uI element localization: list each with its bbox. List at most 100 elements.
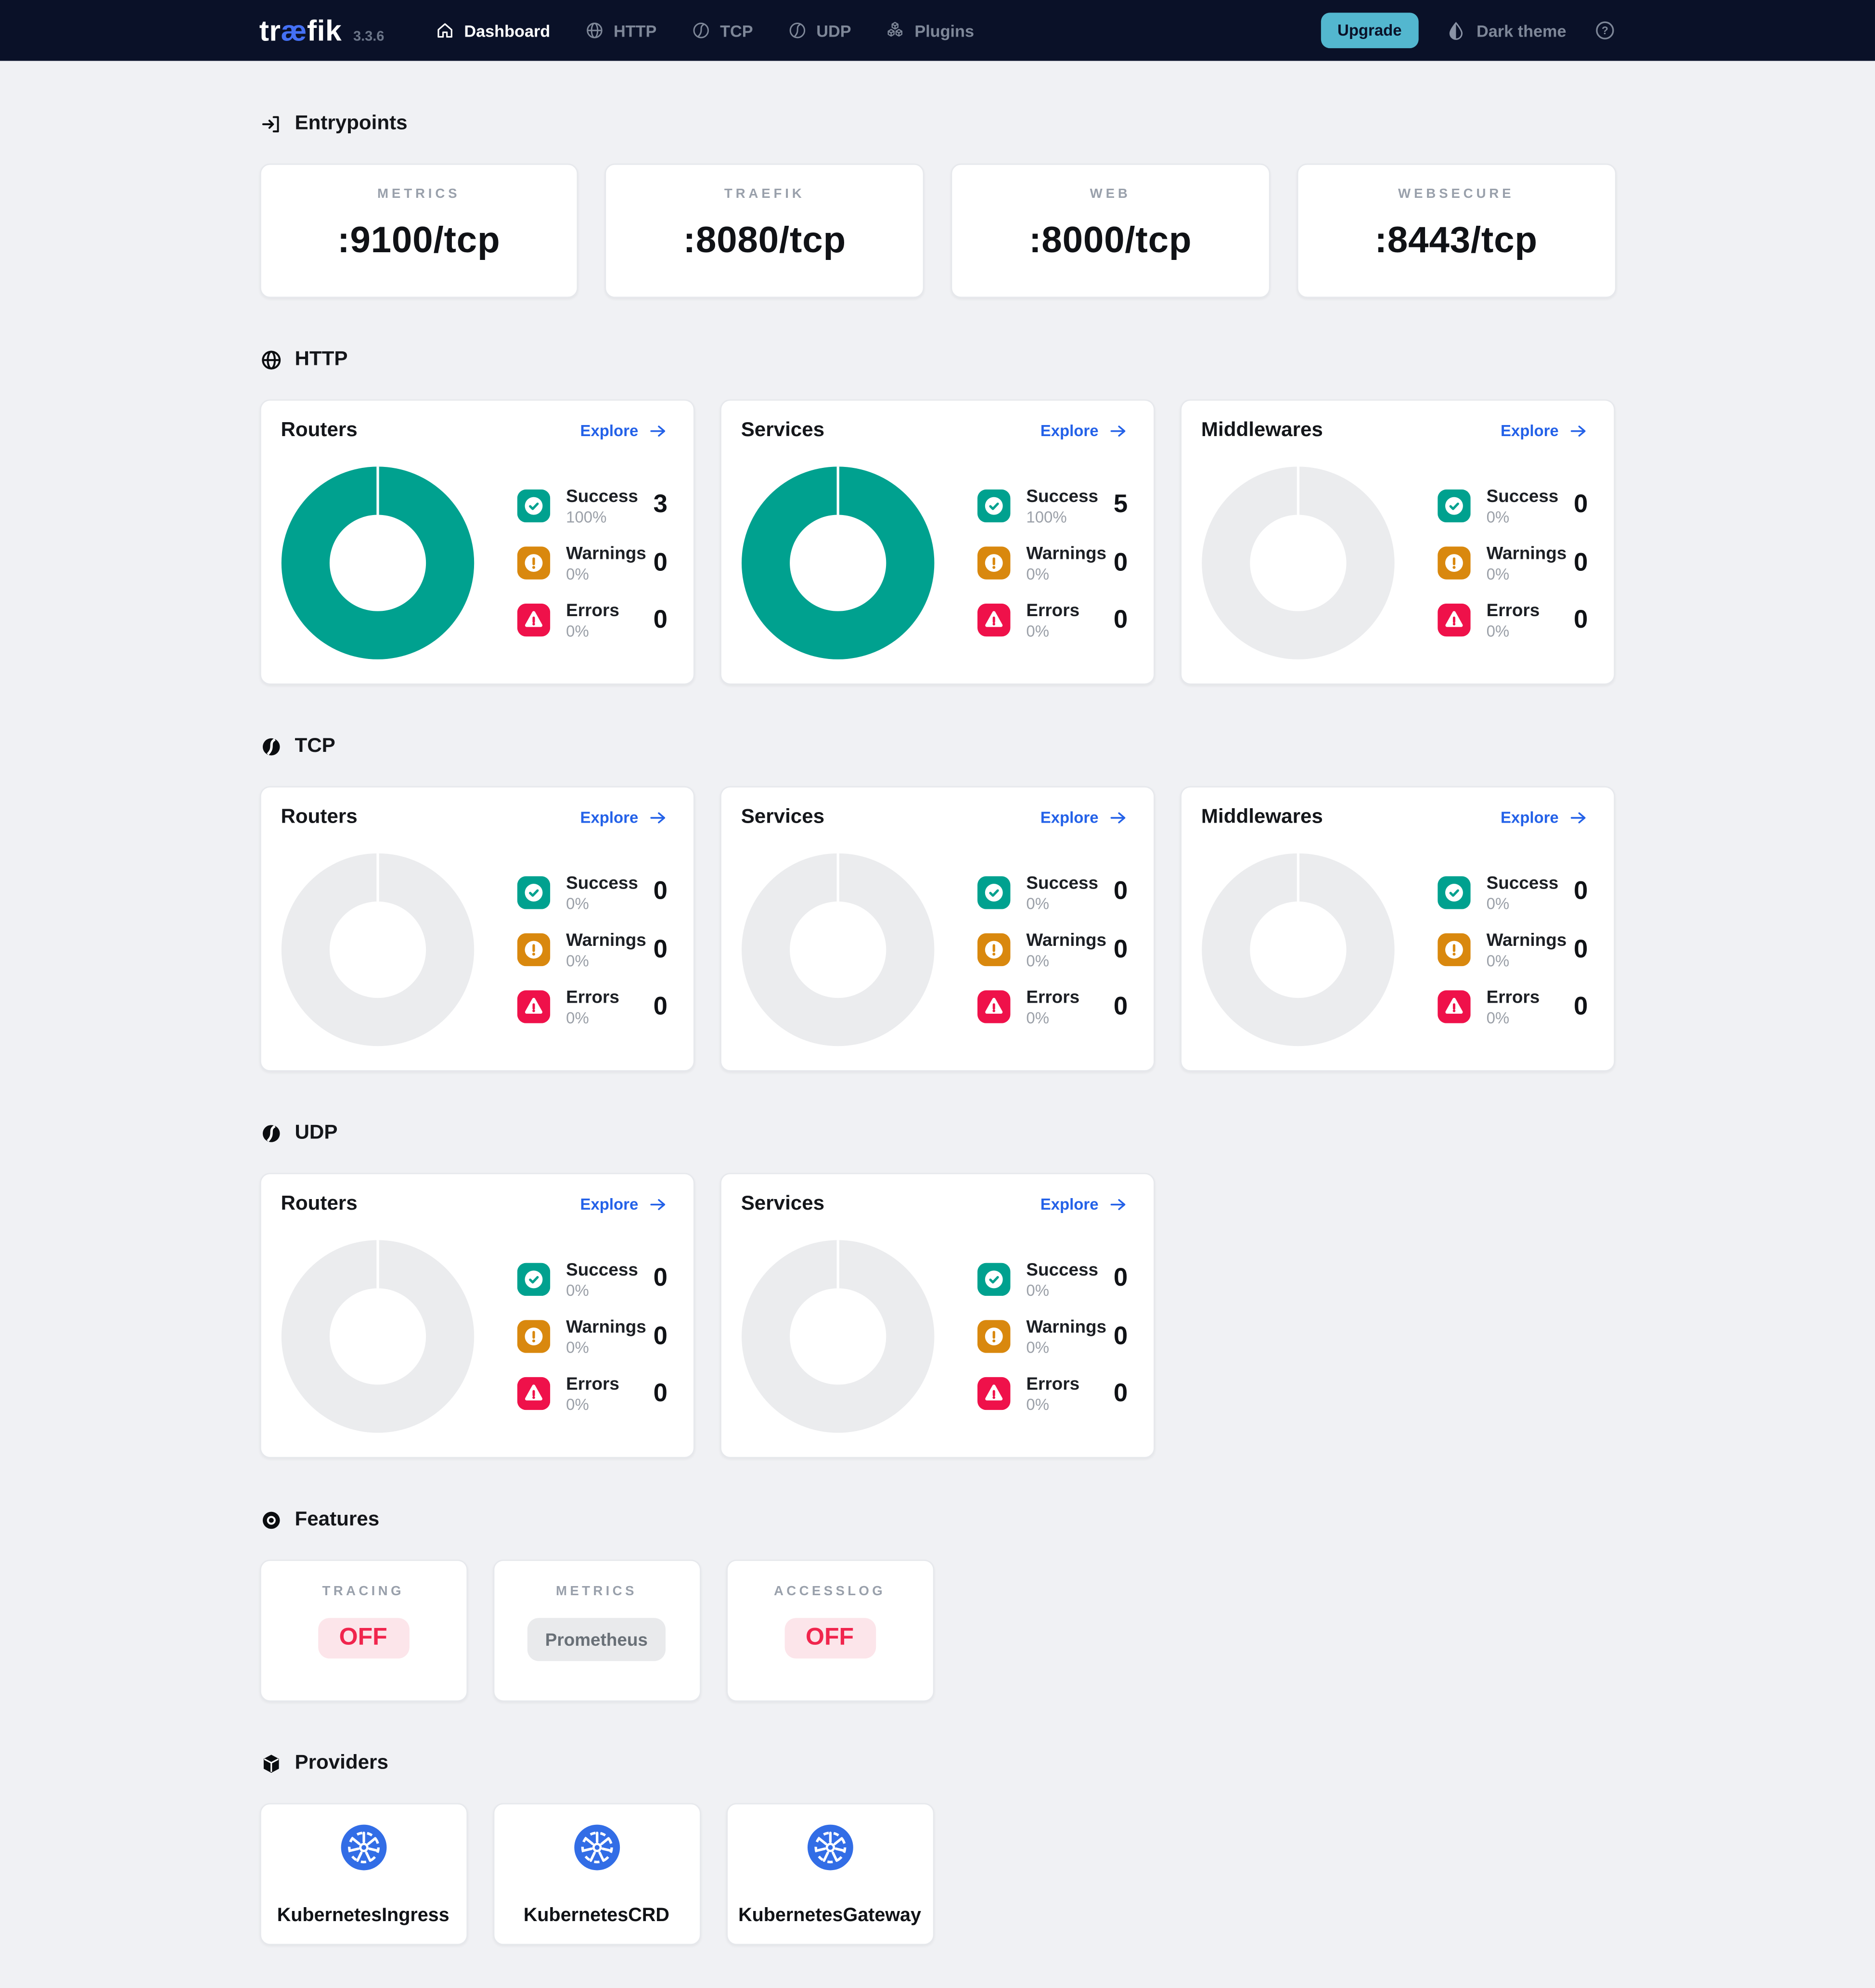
explore-link[interactable]: Explore bbox=[1040, 1194, 1128, 1214]
stat-row-success: Success 0% 0 bbox=[976, 872, 1128, 913]
stat-row-errors: Errors 0% 0 bbox=[976, 987, 1128, 1027]
feature-status-pill: OFF bbox=[317, 1618, 409, 1659]
features-icon bbox=[262, 1511, 280, 1529]
errors-badge-icon bbox=[976, 990, 1010, 1024]
stat-label: Errors bbox=[566, 1373, 619, 1394]
stat-texts: Success 100% bbox=[1026, 486, 1098, 527]
stat-row-success: Success 0% 0 bbox=[1437, 872, 1588, 913]
nav-item-plugins[interactable]: Plugins bbox=[886, 20, 974, 40]
section-header-http: HTTP bbox=[259, 349, 1616, 371]
card-title: Routers bbox=[281, 1193, 358, 1215]
stats-list: Success 0% 0 Warnings 0% 0 Errors 0% 0 bbox=[976, 1259, 1128, 1414]
explore-link[interactable]: Explore bbox=[1501, 421, 1588, 441]
stat-label: Success bbox=[1026, 1259, 1099, 1279]
nav-item-http[interactable]: HTTP bbox=[584, 20, 656, 40]
donut-divider bbox=[376, 1240, 379, 1289]
explore-link[interactable]: Explore bbox=[580, 421, 668, 441]
stat-percent: 0% bbox=[1026, 895, 1050, 913]
stat-percent: 0% bbox=[1026, 622, 1050, 641]
success-badge-icon bbox=[1437, 876, 1470, 909]
nav-item-label: TCP bbox=[720, 21, 753, 40]
entrypoint-port: :8080/tcp bbox=[683, 220, 846, 261]
entrypoint-port: :9100/tcp bbox=[337, 220, 501, 261]
cards-row-tcp: Routers Explore Success 0% 0 Warnings 0% 0 Error… bbox=[259, 786, 1616, 1071]
stat-row-warnings: Warnings 0% 0 bbox=[1437, 542, 1588, 583]
provider-name: KubernetesIngress bbox=[277, 1904, 449, 1926]
stat-row-errors: Errors 0% 0 bbox=[516, 986, 668, 1027]
ball-icon bbox=[262, 738, 280, 756]
success-badge-icon bbox=[516, 1263, 550, 1296]
donut-divider bbox=[836, 466, 839, 515]
nav-item-tcp[interactable]: TCP bbox=[691, 20, 753, 40]
protocol-sections: HTTP Routers Explore Success 100% 3 Warnings 0%… bbox=[259, 349, 1616, 1459]
nav-item-dashboard[interactable]: Dashboard bbox=[435, 20, 550, 40]
stat-value: 0 bbox=[1113, 606, 1128, 634]
stat-card-tcp-middlewares: Middlewares Explore Success 0% 0 Warnings 0% 0 E… bbox=[1180, 786, 1615, 1071]
warnings-badge-icon bbox=[1437, 546, 1470, 580]
stat-percent: 0% bbox=[566, 565, 589, 583]
donut-chart bbox=[281, 853, 474, 1046]
feature-card-tracing: TRACING OFF bbox=[259, 1560, 467, 1702]
explore-link[interactable]: Explore bbox=[1040, 421, 1128, 441]
cards-row-udp: Routers Explore Success 0% 0 Warnings 0% 0 Error… bbox=[259, 1173, 1616, 1459]
stats-list: Success 0% 0 Warnings 0% 0 Errors 0% 0 bbox=[516, 1259, 668, 1414]
stat-texts: Success 0% bbox=[1487, 872, 1559, 913]
stat-row-errors: Errors 0% 0 bbox=[516, 600, 668, 641]
feature-status-pill: Prometheus bbox=[527, 1618, 666, 1661]
entrypoint-card: WEB:8000/tcp bbox=[950, 163, 1270, 298]
stats-list: Success 0% 0 Warnings 0% 0 Errors 0% 0 bbox=[976, 872, 1128, 1027]
stat-label: Success bbox=[1026, 485, 1099, 506]
theme-toggle[interactable]: Dark theme bbox=[1445, 20, 1567, 41]
stat-texts: Success 100% bbox=[566, 486, 638, 527]
nav-item-udp[interactable]: UDP bbox=[787, 20, 851, 40]
arrow-right-icon bbox=[650, 812, 665, 824]
donut-divider bbox=[836, 853, 839, 902]
home-icon bbox=[437, 23, 453, 38]
stat-row-errors: Errors 0% 0 bbox=[976, 600, 1128, 641]
navbar-inner: træfik 3.3.6 Dashboard HTTP TCP UDP Plugins … bbox=[259, 0, 1616, 61]
features-header: Features bbox=[259, 1509, 1616, 1532]
explore-link[interactable]: Explore bbox=[580, 808, 668, 828]
stat-label: Errors bbox=[1026, 1373, 1080, 1394]
stat-texts: Success 0% bbox=[1487, 486, 1559, 527]
explore-label: Explore bbox=[1500, 422, 1559, 440]
stat-texts: Errors 0% bbox=[1026, 1373, 1079, 1414]
stat-row-errors: Errors 0% 0 bbox=[976, 1373, 1128, 1414]
stat-label: Warnings bbox=[566, 542, 646, 563]
upgrade-button[interactable]: Upgrade bbox=[1321, 13, 1418, 49]
stat-card-udp-routers: Routers Explore Success 0% 0 Warnings 0% 0 Error… bbox=[259, 1173, 694, 1459]
stat-texts: Errors 0% bbox=[566, 1373, 619, 1414]
donut-chart bbox=[741, 1240, 934, 1433]
entrypoint-name: WEBSECURE bbox=[1398, 186, 1515, 202]
donut-divider bbox=[376, 853, 379, 902]
stat-label: Warnings bbox=[1026, 1316, 1107, 1337]
stat-label: Warnings bbox=[1486, 542, 1567, 563]
arrow-right-icon bbox=[1570, 426, 1585, 437]
warnings-badge-icon bbox=[516, 933, 550, 967]
entrypoints-header: Entrypoints bbox=[259, 113, 1616, 135]
stat-card-http-middlewares: Middlewares Explore Success 0% 0 Warnings 0% 0 E… bbox=[1180, 399, 1615, 685]
errors-badge-icon bbox=[1437, 604, 1470, 637]
theme-toggle-label: Dark theme bbox=[1477, 21, 1567, 40]
success-badge-icon bbox=[976, 1263, 1010, 1296]
stat-label: Success bbox=[1486, 485, 1559, 506]
explore-link[interactable]: Explore bbox=[580, 1194, 668, 1214]
card-body: Success 0% 0 Warnings 0% 0 Errors 0% 0 bbox=[1201, 466, 1588, 659]
stat-label: Errors bbox=[566, 986, 619, 1007]
help-icon[interactable]: ? bbox=[1593, 19, 1616, 42]
explore-link[interactable]: Explore bbox=[1040, 808, 1128, 828]
card-title: Middlewares bbox=[1201, 806, 1323, 828]
explore-link[interactable]: Explore bbox=[1501, 808, 1588, 828]
warnings-badge-icon bbox=[516, 546, 550, 580]
arrow-right-icon bbox=[650, 426, 665, 437]
arrow-right-icon bbox=[1570, 812, 1585, 824]
errors-badge-icon bbox=[976, 604, 1010, 637]
cards-row-http: Routers Explore Success 100% 3 Warnings 0% 0 Err… bbox=[259, 399, 1616, 685]
warnings-badge-icon bbox=[976, 933, 1010, 967]
providers-row: KubernetesIngress KubernetesCRD Kubernetes… bbox=[259, 1803, 1616, 1945]
stat-percent: 0% bbox=[1486, 565, 1510, 583]
card-body: Success 0% 0 Warnings 0% 0 Errors 0% 0 bbox=[741, 1240, 1128, 1433]
card-title: Routers bbox=[281, 419, 358, 441]
success-badge-icon bbox=[516, 489, 550, 523]
stat-label: Success bbox=[566, 872, 638, 893]
